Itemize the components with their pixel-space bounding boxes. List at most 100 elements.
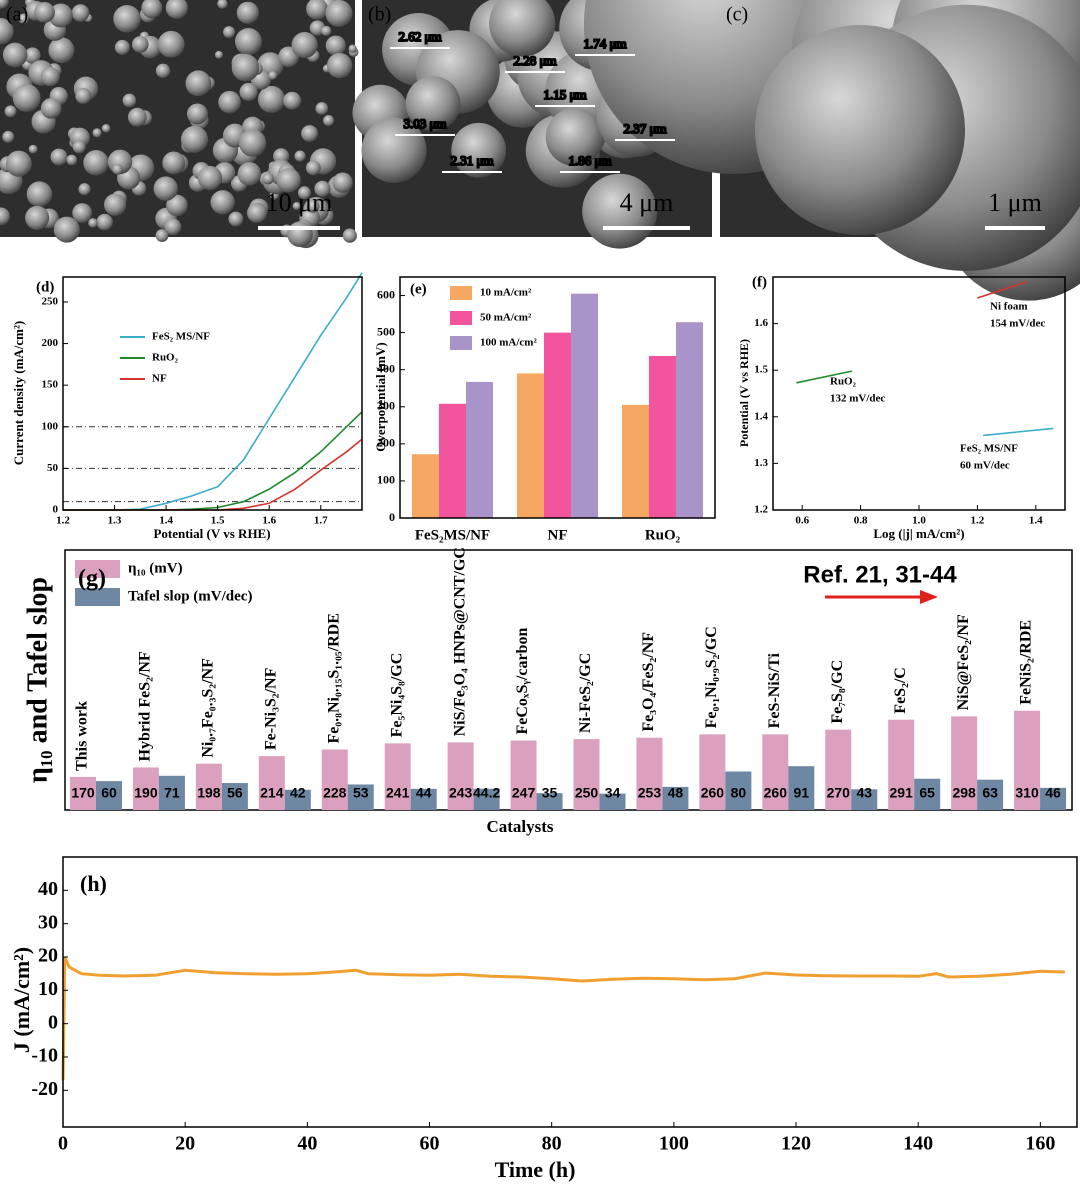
series-label: Ni foam — [990, 301, 1028, 313]
sphere — [12, 84, 41, 112]
sphere — [4, 105, 17, 118]
sphere — [323, 115, 335, 127]
data-label: 48 — [668, 785, 684, 801]
y-axis-label: Potential (V vs RHE) — [737, 339, 751, 447]
bar — [158, 775, 185, 810]
bar — [851, 789, 878, 810]
data-line — [983, 427, 1054, 437]
panel-label: (c) — [726, 4, 748, 26]
panel-label: (d) — [36, 279, 54, 295]
sem-image: (a) 10 μm — [0, 0, 359, 249]
sphere — [287, 221, 313, 248]
data-label: 65 — [919, 785, 935, 801]
panel-label: (e) — [410, 281, 427, 297]
data-label: 243 — [449, 785, 473, 801]
bar — [412, 454, 439, 518]
y-tick-label: 20 — [38, 945, 58, 967]
sphere — [228, 211, 244, 227]
bar — [825, 729, 852, 810]
y-tick-label: 10 — [38, 978, 58, 1000]
bar — [1014, 710, 1041, 810]
bar — [447, 742, 474, 810]
annotation: Ref. 21, 31-44 — [803, 561, 957, 588]
x-axis-label: Catalysts — [486, 817, 553, 836]
data-label: 253 — [638, 785, 662, 801]
panel-label: (a) — [6, 4, 28, 26]
sphere — [34, 1, 55, 23]
size-label: 1.15 μm — [543, 87, 586, 102]
sphere — [157, 30, 185, 58]
data-label: 56 — [227, 785, 243, 801]
data-label: 53 — [353, 785, 369, 801]
panel-label: (g) — [78, 566, 106, 592]
plot-frame — [62, 856, 1078, 1128]
sphere — [545, 108, 604, 166]
bar — [573, 739, 600, 810]
bar — [544, 332, 571, 518]
size-label: 2.62 μm — [398, 29, 441, 44]
x-tick-label: Fe₀.₁Ni₀.₉S₂/GC — [703, 626, 720, 728]
sphere — [257, 85, 286, 113]
x-tick-label: Hybrid FeS₂/NF — [137, 651, 154, 761]
x-tick-label: 40 — [297, 1133, 317, 1155]
legend-swatch — [75, 588, 120, 606]
sphere — [315, 102, 329, 115]
sphere — [238, 129, 267, 157]
data-line — [63, 438, 363, 511]
size-label: 1.86 μm — [568, 153, 611, 168]
sphere — [231, 53, 260, 82]
x-tick-label: Fe₅Ni₄S₈/GC — [388, 653, 405, 738]
bar — [699, 734, 726, 810]
legend-swatch — [450, 311, 472, 325]
bar — [258, 756, 285, 810]
x-tick-label: 0.8 — [854, 515, 868, 527]
sphere — [262, 172, 274, 185]
x-tick-label: 1.4 — [1029, 515, 1043, 527]
sphere — [101, 124, 111, 133]
sphere — [114, 39, 130, 55]
x-axis-label: Potential (V vs RHE) — [153, 526, 270, 541]
x-tick-label: FeS₂MS/NF — [415, 527, 490, 543]
sphere — [247, 202, 268, 223]
sphere — [755, 25, 965, 235]
x-tick-label: 1.4 — [159, 515, 173, 527]
sphere — [141, 0, 163, 19]
legend-label: Tafel slop (mV/dec) — [128, 588, 252, 604]
bar — [914, 778, 941, 810]
data-label: 91 — [794, 785, 810, 801]
sphere — [0, 0, 9, 9]
sphere — [5, 150, 32, 177]
x-tick-label: 0 — [58, 1133, 68, 1155]
x-tick-label: Fe₃O₄/FeS₂/NF — [640, 632, 657, 732]
legend-label: 100 mA/cm² — [480, 337, 537, 349]
y-tick-label: -20 — [31, 1078, 58, 1100]
sphere — [72, 140, 86, 154]
sphere — [283, 91, 302, 110]
sphere — [66, 154, 78, 166]
sphere — [305, 160, 321, 176]
y-tick-label: 30 — [38, 911, 58, 933]
legend-swatch — [450, 286, 472, 300]
data-line — [796, 370, 852, 384]
y-tick-label: 50 — [47, 462, 59, 474]
y-tick-label: 1.4 — [754, 410, 768, 422]
sphere — [314, 180, 331, 197]
sphere — [236, 1, 259, 24]
sphere — [127, 107, 147, 127]
size-label: 2.31 μm — [450, 153, 493, 168]
bar — [96, 781, 122, 810]
sphere — [234, 28, 262, 55]
plot-frame — [62, 276, 363, 511]
series-note: 132 mV/dec — [830, 393, 885, 405]
sphere — [291, 32, 318, 59]
sphere — [48, 3, 73, 28]
x-tick-label: This work — [74, 701, 91, 771]
sphere — [88, 218, 98, 228]
x-tick-label: 1.6 — [262, 515, 276, 527]
panel-label: (b) — [368, 4, 391, 26]
bar — [384, 743, 411, 810]
sphere — [75, 87, 92, 104]
x-tick-label: Fe₇S₈/GC — [829, 660, 846, 724]
data-line — [61, 956, 1065, 1081]
